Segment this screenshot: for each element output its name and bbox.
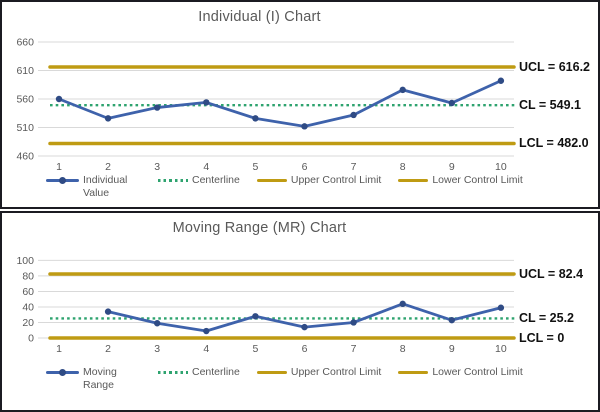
individual-chart-plot: 460 510 560 610 660 1 2 3 4 5 6 7 8 9 10 bbox=[16, 37, 516, 173]
x-tick-label: 10 bbox=[495, 161, 507, 173]
legend-gold-swatch bbox=[256, 370, 287, 374]
data-point-marker bbox=[154, 320, 161, 327]
legend-item-label: Moving Range bbox=[83, 366, 117, 391]
legend-item-label: Centerline bbox=[192, 174, 240, 186]
legend-item: Upper Control Limit bbox=[256, 174, 382, 187]
y-tick-label: 610 bbox=[16, 65, 34, 77]
moving-range-chart-legend: Moving Range Centerline Upper Control Limi… bbox=[2, 366, 600, 391]
data-point-marker bbox=[399, 300, 406, 308]
x-tick-label: 4 bbox=[203, 161, 209, 173]
x-tick-label: 4 bbox=[203, 343, 209, 355]
x-tick-label: 9 bbox=[449, 343, 455, 355]
x-tick-label: 3 bbox=[154, 343, 160, 355]
moving-range-chart-panel: Moving Range (MR) Chart 0 20 40 60 80 100 1 2 3 4… bbox=[0, 211, 600, 412]
y-tick-label: 60 bbox=[22, 286, 34, 298]
individual-chart-panel: Individual (I) Chart 460 510 560 610 660 1 2 3 4… bbox=[0, 0, 600, 209]
x-tick-label: 10 bbox=[495, 343, 507, 355]
x-tick-label: 9 bbox=[449, 161, 455, 173]
x-tick-label: 6 bbox=[302, 343, 308, 355]
data-point-marker bbox=[252, 115, 259, 122]
y-tick-label: 460 bbox=[16, 151, 34, 163]
x-tick-label: 1 bbox=[56, 161, 62, 173]
y-tick-label: 0 bbox=[28, 333, 34, 345]
data-point-marker bbox=[154, 104, 161, 111]
legend-gold-swatch bbox=[398, 178, 429, 182]
x-tick-label: 2 bbox=[105, 161, 111, 173]
x-tick-label: 7 bbox=[351, 161, 357, 173]
legend-item-label: Centerline bbox=[192, 366, 240, 378]
legend-item: Centerline bbox=[158, 174, 240, 187]
legend-item: Centerline bbox=[158, 366, 240, 379]
legend-gold-swatch bbox=[398, 370, 429, 374]
legend-item: Upper Control Limit bbox=[256, 366, 382, 379]
legend-dotted-swatch bbox=[158, 371, 188, 374]
legend-dotted-swatch bbox=[158, 179, 188, 182]
legend-item-label: Individual Value bbox=[83, 174, 128, 199]
y-tick-label: 510 bbox=[16, 122, 34, 134]
data-point-marker bbox=[497, 304, 505, 311]
moving-range-chart-plot: 0 20 40 60 80 100 1 2 3 4 5 6 7 8 9 10 bbox=[16, 255, 516, 355]
cl-label: CL = 25.2 bbox=[519, 311, 575, 326]
y-tick-label: 20 bbox=[22, 317, 34, 329]
x-tick-label: 8 bbox=[400, 161, 406, 173]
individual-chart-legend: Individual Value Centerline Upper Control … bbox=[2, 174, 600, 199]
x-tick-label: 5 bbox=[252, 161, 258, 173]
legend-item-label: Upper Control Limit bbox=[290, 366, 382, 378]
y-tick-label: 100 bbox=[16, 255, 34, 267]
x-tick-label: 3 bbox=[154, 161, 160, 173]
legend-item-label: Lower Control Limit bbox=[432, 174, 523, 186]
data-point-marker bbox=[448, 316, 455, 324]
y-tick-label: 660 bbox=[16, 37, 34, 49]
data-point-marker bbox=[350, 319, 357, 326]
data-point-marker bbox=[104, 308, 112, 315]
data-point-marker bbox=[104, 115, 112, 122]
data-point-marker bbox=[350, 111, 357, 119]
individual-chart-title: Individual (I) Chart bbox=[198, 9, 321, 25]
data-point-marker bbox=[301, 323, 308, 331]
data-point-marker bbox=[497, 77, 505, 84]
data-point-marker bbox=[203, 327, 210, 335]
legend-item: Lower Control Limit bbox=[398, 174, 523, 187]
data-point-marker bbox=[252, 313, 259, 320]
x-tick-label: 5 bbox=[252, 343, 258, 355]
data-point-marker bbox=[203, 99, 210, 106]
y-tick-label: 40 bbox=[22, 301, 34, 313]
ucl-label: UCL = 82.4 bbox=[519, 267, 584, 282]
x-tick-label: 1 bbox=[56, 343, 62, 355]
data-point-marker bbox=[301, 123, 308, 130]
x-tick-label: 8 bbox=[400, 343, 406, 355]
legend-gold-swatch bbox=[256, 178, 287, 182]
x-tick-label: 6 bbox=[302, 161, 308, 173]
lcl-label: LCL = 482.0 bbox=[519, 136, 589, 151]
legend-item-label: Lower Control Limit bbox=[432, 366, 523, 378]
cl-label: CL = 549.1 bbox=[519, 98, 581, 113]
legend-line-marker-swatch bbox=[46, 366, 79, 379]
series-line bbox=[57, 79, 503, 128]
ucl-label: UCL = 616.2 bbox=[519, 59, 590, 74]
legend-item: Moving Range bbox=[46, 366, 141, 391]
moving-range-chart-title: Moving Range (MR) Chart bbox=[172, 220, 347, 236]
legend-line-marker-swatch bbox=[46, 174, 79, 187]
lcl-label: LCL = 0 bbox=[519, 331, 565, 345]
legend-item: Lower Control Limit bbox=[398, 366, 523, 379]
data-point-marker bbox=[399, 86, 406, 94]
legend-item: Individual Value bbox=[46, 174, 141, 199]
y-tick-label: 560 bbox=[16, 94, 34, 106]
data-point-marker bbox=[448, 99, 455, 107]
legend-item-label: Upper Control Limit bbox=[290, 174, 382, 186]
data-point-marker bbox=[55, 95, 63, 103]
y-tick-label: 80 bbox=[22, 270, 34, 282]
x-tick-label: 2 bbox=[105, 343, 111, 355]
x-tick-label: 7 bbox=[351, 343, 357, 355]
